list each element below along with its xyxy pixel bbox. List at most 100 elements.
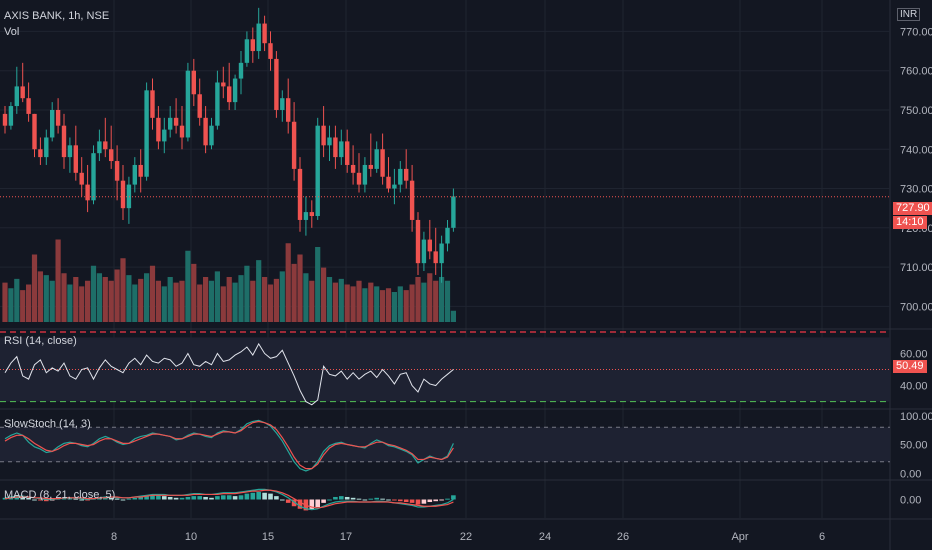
volume-bar xyxy=(450,310,456,322)
candle-body xyxy=(26,98,31,114)
candle-body xyxy=(250,39,255,52)
candle-body xyxy=(79,172,84,185)
volume-bar xyxy=(61,273,67,322)
countdown-badge: 14:10 xyxy=(893,216,927,229)
volume-bar xyxy=(385,288,392,322)
volume-bar xyxy=(444,280,451,322)
macd-histogram-bar xyxy=(451,495,456,500)
macd-histogram-bar xyxy=(221,495,226,500)
volume-bar xyxy=(208,280,215,322)
macd-histogram-bar xyxy=(61,497,67,500)
volume-bar xyxy=(67,284,73,322)
candle-body xyxy=(85,184,90,201)
candle-body xyxy=(427,239,432,252)
candle-body xyxy=(120,180,126,209)
volume-bar xyxy=(315,247,321,322)
volume-bar xyxy=(391,292,397,322)
macd-histogram-bar xyxy=(191,496,197,500)
candle-body xyxy=(32,113,37,150)
macd-histogram-bar xyxy=(44,499,49,502)
macd-histogram-bar xyxy=(315,499,320,508)
macd-histogram-bar xyxy=(297,499,303,509)
candle-body xyxy=(2,113,8,126)
macd-histogram-bar xyxy=(32,499,37,501)
macd-histogram-bar xyxy=(415,499,421,505)
candle-body xyxy=(380,149,385,177)
macd-histogram-bar xyxy=(344,496,350,500)
price-tick-label: 730.00 xyxy=(900,184,932,196)
candle-body xyxy=(339,141,344,158)
macd-histogram-bar xyxy=(215,496,220,500)
macd-histogram-bar xyxy=(138,496,143,500)
macd-histogram-bar xyxy=(362,499,368,501)
macd-histogram-bar xyxy=(26,497,31,500)
volume-bar xyxy=(185,250,191,322)
currency-button[interactable]: INR xyxy=(897,8,921,21)
candle-body xyxy=(38,149,43,158)
candle-body xyxy=(20,86,25,99)
volume-bar xyxy=(285,243,291,322)
price-tick-label: 750.00 xyxy=(900,105,932,117)
candle-body xyxy=(321,125,326,146)
volume-bar xyxy=(350,286,356,322)
candle-body xyxy=(55,109,61,126)
volume-bar xyxy=(179,280,185,322)
macd-histogram-bar xyxy=(427,499,433,503)
macd-histogram-bar xyxy=(368,498,374,500)
macd-histogram-bar xyxy=(120,499,126,501)
macd-histogram-bar xyxy=(114,498,120,500)
date-tick-label: 6 xyxy=(819,531,825,543)
macd-histogram-bar xyxy=(244,493,250,500)
candle-body xyxy=(386,176,391,189)
volume-bar xyxy=(267,284,274,322)
volume-bar xyxy=(2,282,8,322)
macd-histogram-bar xyxy=(274,496,279,500)
macd-histogram-bar xyxy=(197,496,202,500)
price-tick-label: 710.00 xyxy=(900,262,932,274)
volume-bar xyxy=(73,277,79,322)
candle-body xyxy=(215,82,220,126)
date-tick-label: 22 xyxy=(460,531,472,543)
candle-body xyxy=(14,86,19,107)
macd-histogram-bar xyxy=(67,497,73,500)
stoch-tick-label: 100.00 xyxy=(900,411,932,423)
macd-histogram-bar xyxy=(398,499,403,502)
candle-body xyxy=(61,125,67,158)
volume-bar xyxy=(238,275,244,322)
candle-body xyxy=(8,106,14,126)
macd-histogram-bar xyxy=(339,496,344,500)
macd-histogram-bar xyxy=(285,499,291,503)
volume-bar xyxy=(409,284,415,322)
macd-histogram-bar xyxy=(439,499,444,501)
macd-histogram-bar xyxy=(403,499,409,503)
volume-bar xyxy=(144,273,150,322)
rsi-tick-label: 40.00 xyxy=(900,381,928,393)
candle-body xyxy=(109,149,114,162)
candle-body xyxy=(50,109,55,138)
volume-bar xyxy=(132,284,138,322)
macd-histogram-bar xyxy=(108,497,114,500)
macd-histogram-bar xyxy=(14,496,20,500)
volume-bar xyxy=(403,290,409,322)
volume-bar xyxy=(297,254,303,322)
candle-body xyxy=(44,137,49,158)
candle-body xyxy=(179,125,185,138)
candle-body xyxy=(445,227,450,244)
volume-bar xyxy=(14,278,20,322)
macd-histogram-bar xyxy=(185,496,191,500)
candle-body xyxy=(374,149,379,169)
candle-body xyxy=(404,168,409,181)
volume-bar xyxy=(344,284,350,322)
volume-bar xyxy=(43,275,49,322)
candle-body xyxy=(368,164,373,169)
macd-histogram-bar xyxy=(409,499,415,503)
volume-bar xyxy=(356,280,362,322)
candle-body xyxy=(451,196,456,228)
volume-bar xyxy=(55,239,61,322)
macd-histogram-bar xyxy=(327,499,332,501)
candle-body xyxy=(345,141,350,165)
candle-body xyxy=(291,121,297,169)
macd-histogram-bar xyxy=(132,497,138,500)
candle-body xyxy=(256,23,261,52)
